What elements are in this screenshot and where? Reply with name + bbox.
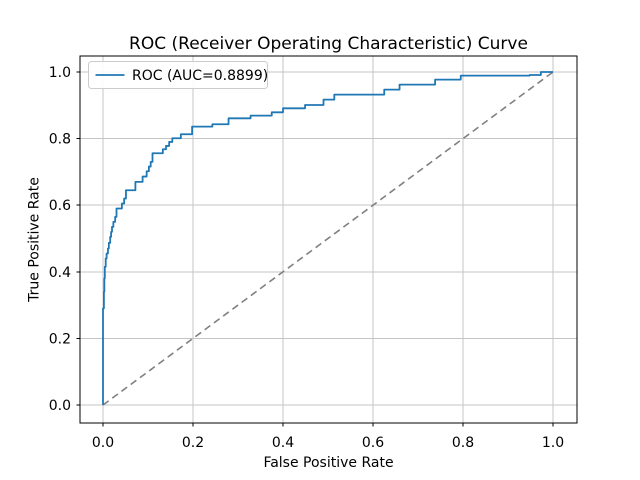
roc-curve-line <box>102 71 553 405</box>
chart-title: ROC (Receiver Operating Characteristic) … <box>129 34 528 54</box>
y-axis-label: True Positive Rate <box>27 177 43 303</box>
legend-label: ROC (AUC=0.8899) <box>132 68 268 84</box>
legend-box <box>88 61 268 89</box>
plot-border <box>79 55 578 424</box>
x-tick-label: 0.4 <box>272 435 294 451</box>
x-tick-label: 0.0 <box>92 435 114 451</box>
y-tick-label: 0.8 <box>49 132 71 148</box>
chance-diagonal-line <box>102 71 554 406</box>
y-tick-label: 1.0 <box>49 65 71 81</box>
x-tick-label: 0.6 <box>362 435 384 451</box>
x-axis-label: False Positive Rate <box>263 455 393 471</box>
x-tick-label: 1.0 <box>542 435 564 451</box>
y-tick-label: 0.4 <box>49 265 71 281</box>
x-tick-label: 0.8 <box>452 435 474 451</box>
y-tick-label: 0.0 <box>49 398 71 414</box>
legend: ROC (AUC=0.8899) <box>88 61 268 89</box>
x-tick-label: 0.2 <box>182 435 204 451</box>
grid-lines <box>80 56 577 423</box>
y-tick-label: 0.2 <box>49 331 71 347</box>
y-tick-label: 0.6 <box>49 198 71 214</box>
axis-ticks: 0.0 0.2 0.4 0.6 0.8 1.0 0.0 0.2 0.4 0.6 0.8 1.0 <box>49 65 564 451</box>
